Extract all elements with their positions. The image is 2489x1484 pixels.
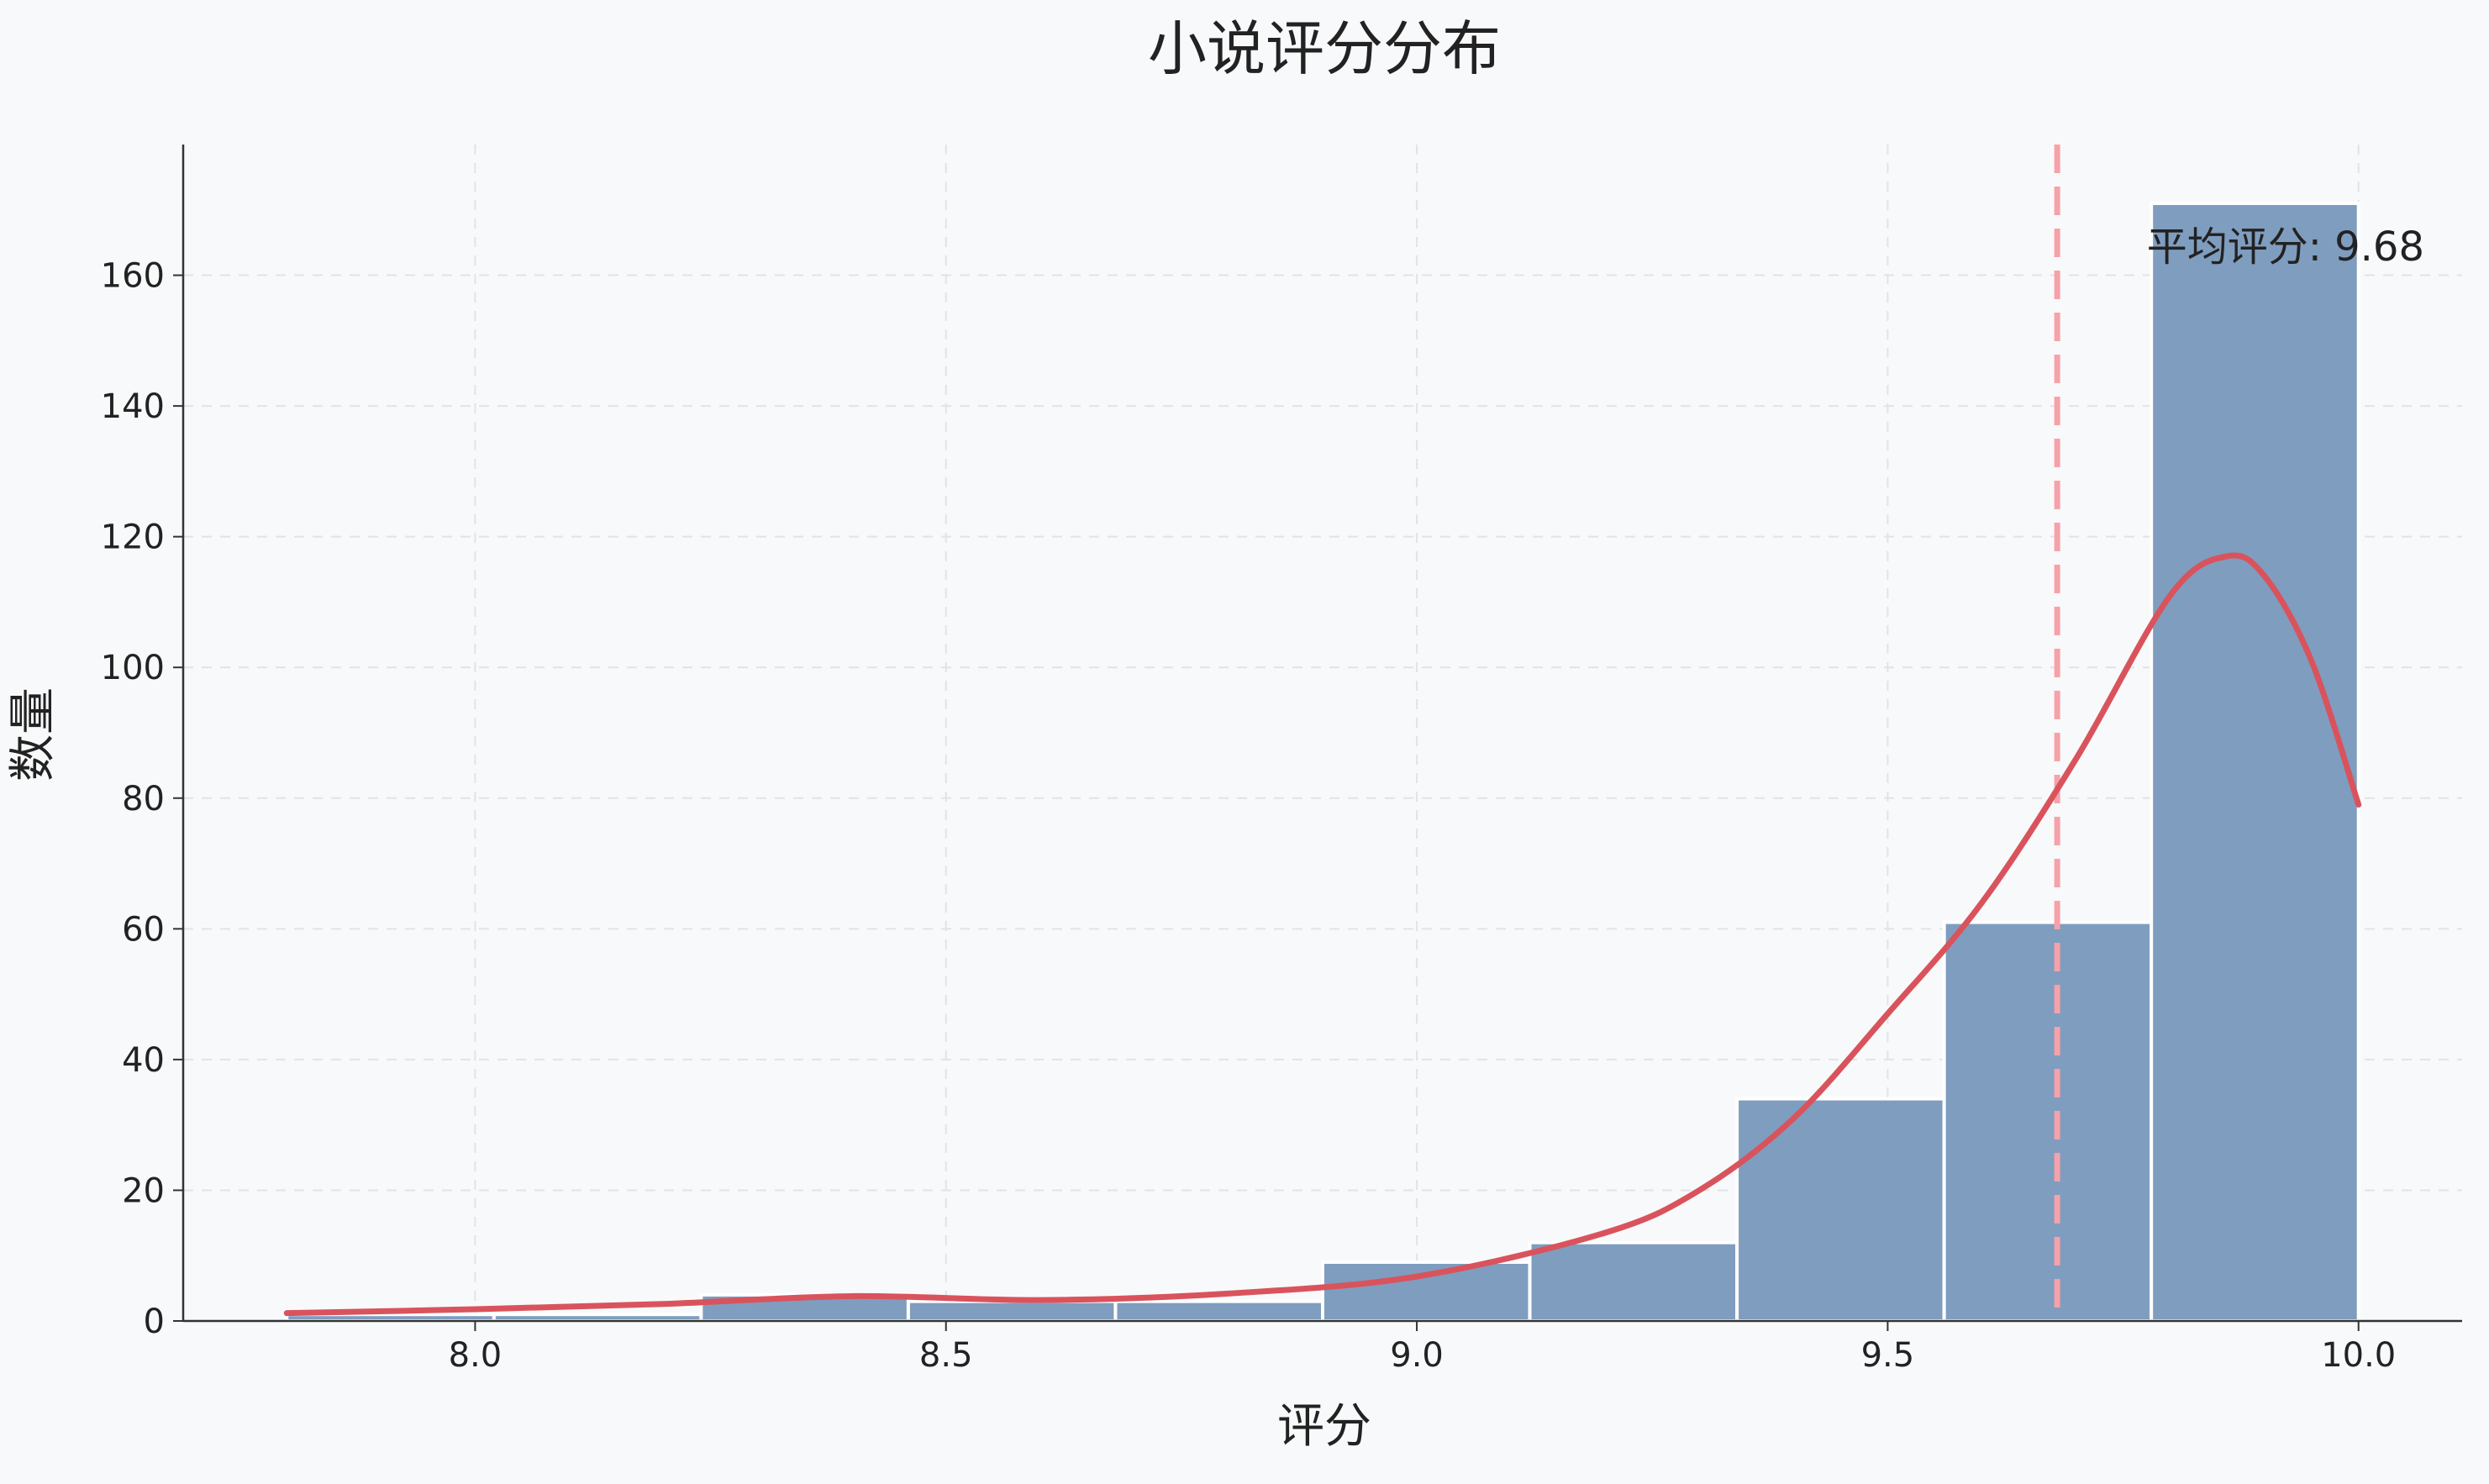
histogram-bar — [1321, 1260, 1532, 1323]
x-tick-label: 8.5 — [919, 1336, 973, 1375]
histogram-bar — [1113, 1299, 1325, 1323]
y-tick-label: 100 — [101, 649, 165, 687]
y-tick-label: 60 — [122, 910, 165, 949]
x-tick-label: 9.0 — [1390, 1336, 1444, 1375]
x-tick-label: 8.0 — [449, 1336, 503, 1375]
chart-title: 小说评分分布 — [1148, 14, 1501, 83]
y-tick-label: 80 — [122, 780, 165, 818]
histogram-bar — [2150, 202, 2360, 1323]
histogram-bar — [1735, 1097, 1946, 1323]
y-tick-label: 140 — [101, 387, 165, 426]
x-tick-label: 10.0 — [2321, 1336, 2396, 1375]
kde-layer — [283, 552, 2362, 1317]
y-tick-label: 40 — [122, 1041, 165, 1080]
histogram-bar — [1942, 920, 2154, 1323]
y-tick-label: 0 — [144, 1302, 165, 1341]
histogram-bars — [285, 202, 2360, 1323]
x-tick-label: 9.5 — [1861, 1336, 1915, 1375]
x-axis-label: 评分 — [1277, 1399, 1371, 1454]
histogram-bar — [906, 1299, 1118, 1323]
y-axis-label: 数量 — [6, 687, 61, 781]
axis-layer: 8.0 8.5 9.0 9.5 10.0 0 20 40 60 80 100 120 140 160 — [101, 145, 2462, 1375]
mean-label: 平均评分: 9.68 — [2147, 224, 2424, 271]
y-tick-label: 20 — [122, 1171, 165, 1210]
kde-curve — [283, 552, 2362, 1317]
histogram-bar — [1528, 1240, 1739, 1323]
y-tick-label: 160 — [101, 257, 165, 296]
y-tick-label: 120 — [101, 518, 165, 557]
